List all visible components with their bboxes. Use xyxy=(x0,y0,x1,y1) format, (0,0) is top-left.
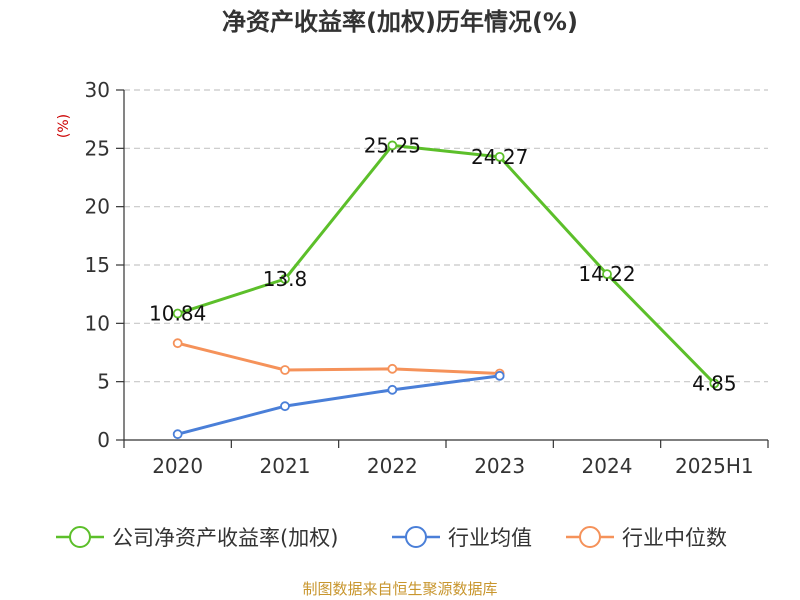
legend-label: 行业均值 xyxy=(448,526,532,550)
legend-marker xyxy=(69,526,91,548)
series-line xyxy=(177,341,500,375)
y-tick-label: 15 xyxy=(85,253,110,277)
legend-label: 公司净资产收益率(加权) xyxy=(112,526,338,550)
series-line xyxy=(177,143,716,385)
data-point xyxy=(494,151,505,162)
source-note: 制图数据来自恒生聚源数据库 xyxy=(302,580,497,598)
data-point xyxy=(172,429,183,440)
data-point xyxy=(387,384,398,395)
data-label: 4.85 xyxy=(692,371,737,395)
data-point xyxy=(172,308,183,319)
legend-item[interactable]: 行业中位数 xyxy=(566,526,727,550)
y-tick-label: 10 xyxy=(85,311,110,335)
data-point xyxy=(387,140,398,151)
data-label: 10.84 xyxy=(149,302,206,326)
data-label: 13.8 xyxy=(263,267,308,291)
x-tick-label: 2024 xyxy=(582,454,633,478)
y-tick-label: 5 xyxy=(97,370,110,394)
data-point xyxy=(172,338,183,349)
data-point xyxy=(280,365,290,375)
legend-marker xyxy=(405,526,427,548)
data-point xyxy=(387,363,398,374)
series-line xyxy=(177,374,500,436)
data-point xyxy=(709,378,720,389)
legend-item[interactable]: 公司净资产收益率(加权) xyxy=(56,526,338,550)
data-point xyxy=(280,401,290,412)
data-label: 14.22 xyxy=(578,262,635,286)
x-tick-label: 2021 xyxy=(260,454,311,478)
x-tick-label: 2023 xyxy=(474,454,525,478)
x-tick-label: 2025H1 xyxy=(675,454,754,478)
y-unit-label: (%) xyxy=(56,114,72,138)
y-tick-label: 20 xyxy=(85,195,110,219)
data-point xyxy=(494,370,505,381)
x-tick-label: 2020 xyxy=(152,454,203,478)
data-point xyxy=(602,269,612,280)
legend-label: 行业中位数 xyxy=(622,526,727,550)
data-point xyxy=(280,274,290,284)
y-tick-label: 25 xyxy=(85,136,110,160)
y-tick-label: 0 xyxy=(97,428,110,452)
x-tick-label: 2022 xyxy=(367,454,418,478)
data-label: 25.25 xyxy=(364,133,421,157)
chart-title: 净资产收益率(加权)历年情况(%) xyxy=(222,8,578,36)
y-tick-label: 30 xyxy=(85,78,110,102)
data-labels: 10.84 13.8 25.25 24.27 14.22 4.85 xyxy=(149,133,737,395)
series-lines xyxy=(172,140,720,440)
legend-marker xyxy=(579,526,601,548)
data-label: 24.27 xyxy=(471,145,528,169)
legend-item[interactable]: 行业均值 xyxy=(392,526,532,550)
legend[interactable]: 公司净资产收益率(加权) 行业均值 行业中位数 xyxy=(56,526,727,550)
axes: 0 5 10 15 20 25 30 2020 2021 2022 2023 2024 2025H1 xyxy=(85,78,769,478)
